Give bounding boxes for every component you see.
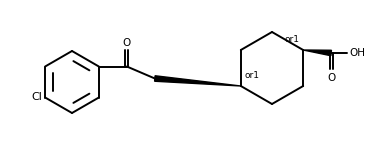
Text: O: O xyxy=(123,37,131,48)
Text: or1: or1 xyxy=(245,71,260,80)
Text: OH: OH xyxy=(349,48,365,58)
Polygon shape xyxy=(303,50,332,56)
Polygon shape xyxy=(155,76,241,86)
Text: Cl: Cl xyxy=(31,92,42,103)
Text: O: O xyxy=(327,73,335,83)
Text: or1: or1 xyxy=(284,35,299,44)
